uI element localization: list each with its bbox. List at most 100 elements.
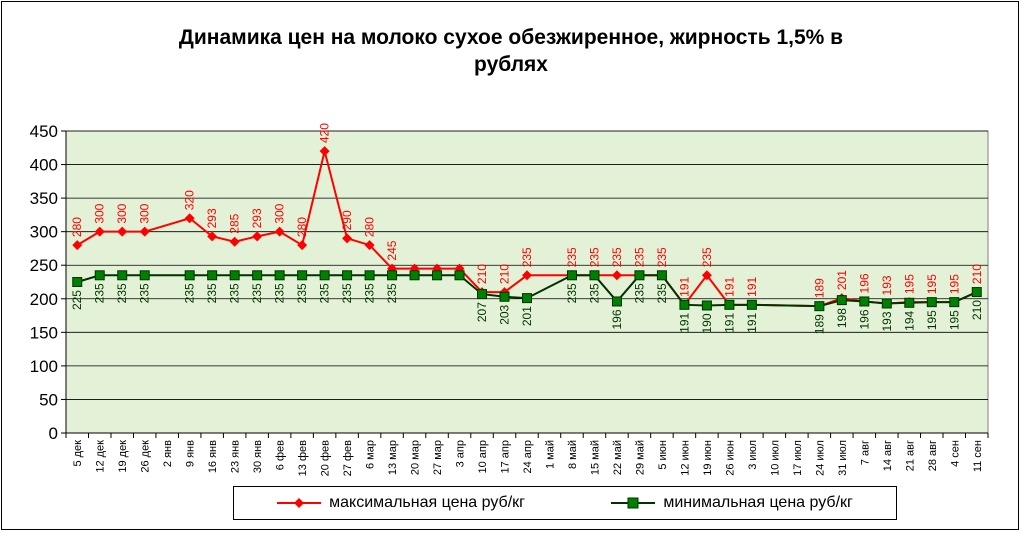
min-price-label: 235 [295,283,309,303]
min-price-point [409,270,420,281]
max-price-label: 189 [812,278,826,298]
x-tick-label: 7 авг [859,440,871,465]
min-price-label: 191 [677,313,691,333]
legend-label-max: максимальная цена руб/кг [329,494,525,511]
min-price-point [477,289,488,300]
legend-label-min: минимальная цена руб/кг [663,494,853,511]
max-price-label: 191 [745,276,759,296]
x-tick-label: 31 июл [837,440,849,476]
min-price-point [207,270,218,281]
x-tick-label: 21 авг [904,440,916,471]
min-price-label: 235 [93,283,107,303]
max-price-label: 293 [205,208,219,228]
min-price-label: 195 [925,310,939,330]
legend-swatch-max [277,498,322,508]
x-tick-label: 24 июл [814,440,826,476]
max-price-point [94,226,105,237]
max-price-label: 210 [475,264,489,284]
x-tick-label: 27 фев [342,440,354,476]
min-price-point [949,297,960,308]
max-price-point [297,240,308,251]
y-tick-label: 350 [30,189,58,208]
min-price-label: 235 [138,283,152,303]
min-price-label: 196 [857,309,871,329]
x-tick-label: 17 июл [792,440,804,476]
max-price-point [319,146,330,157]
x-tick-label: 26 июн [724,440,736,476]
x-tick-label: 28 авг [927,440,939,471]
x-tick-label: 17 апр [500,440,512,473]
min-price-label: 235 [318,283,332,303]
min-price-label: 235 [183,283,197,303]
min-price-point [432,270,443,281]
x-tick-label: 13 фев [297,440,309,476]
min-price-point [859,296,870,307]
max-price-point [117,226,128,237]
max-price-point [229,236,240,247]
max-price-label: 193 [880,275,894,295]
min-price-point [904,297,915,308]
min-price-label: 196 [610,309,624,329]
max-price-label: 235 [655,247,669,267]
x-tick-label: 13 мар [387,440,399,475]
x-tick-label: 14 авг [882,440,894,471]
max-price-label: 300 [273,203,287,223]
min-price-label: 189 [812,314,826,334]
y-tick-label: 450 [30,122,58,141]
max-price-point [611,270,622,281]
y-tick-label: 50 [39,390,58,409]
min-price-point [252,270,263,281]
min-price-point [881,298,892,309]
min-price-label: 235 [655,283,669,303]
x-tick-label: 2 янв [162,440,174,467]
chart-title: Динамика цен на молоко сухое обезжиренно… [2,24,1020,78]
x-tick-label: 3 июл [747,440,759,470]
min-price-label: 235 [632,283,646,303]
y-tick-label: 200 [30,290,58,309]
min-price-point [634,270,645,281]
min-price-label: 235 [250,283,264,303]
min-price-point [522,293,532,304]
x-tick-label: 9 янв [185,440,197,467]
max-price-label: 280 [295,217,309,237]
min-price-point [364,270,375,281]
y-tick-label: 300 [30,223,58,242]
chart-legend: максимальная цена руб/кг минимальная цен… [233,486,897,520]
min-price-point [701,300,712,311]
min-price-label: 210 [970,300,984,320]
x-tick-label: 30 янв [252,440,264,473]
max-price-label: 210 [970,264,984,284]
min-price-label: 203 [498,304,512,324]
min-price-label: 235 [115,283,129,303]
x-tick-label: 23 янв [230,440,242,473]
plot-area [65,130,989,434]
min-price-label: 191 [745,313,759,333]
x-tick-label: 12 июн [679,440,691,476]
max-price-label: 245 [385,240,399,260]
max-price-label: 235 [632,247,646,267]
x-tick-label: 27 мар [432,440,444,475]
min-price-point [836,295,847,306]
y-tick-label: 400 [30,156,58,175]
min-price-label: 190 [700,313,714,333]
x-tick-label: 1 май [544,440,556,469]
x-tick-label: 6 мар [365,440,377,469]
y-tick-label: 250 [30,256,58,275]
max-price-label: 420 [318,123,332,143]
min-price-label: 235 [340,283,354,303]
min-price-point [184,270,195,281]
min-price-point [746,299,757,310]
x-tick-label: 8 май [567,440,579,469]
min-price-point [387,270,398,281]
x-tick-label: 6 фев [275,440,287,470]
max-price-label: 300 [93,203,107,223]
max-price-label: 195 [902,274,916,294]
max-price-label: 235 [700,247,714,267]
min-price-point [724,299,735,310]
y-tick-label: 150 [30,323,58,342]
min-price-label: 198 [835,308,849,328]
x-tick-label: 29 май [634,440,646,475]
min-price-label: 235 [273,283,287,303]
legend-swatch-min [611,497,656,509]
